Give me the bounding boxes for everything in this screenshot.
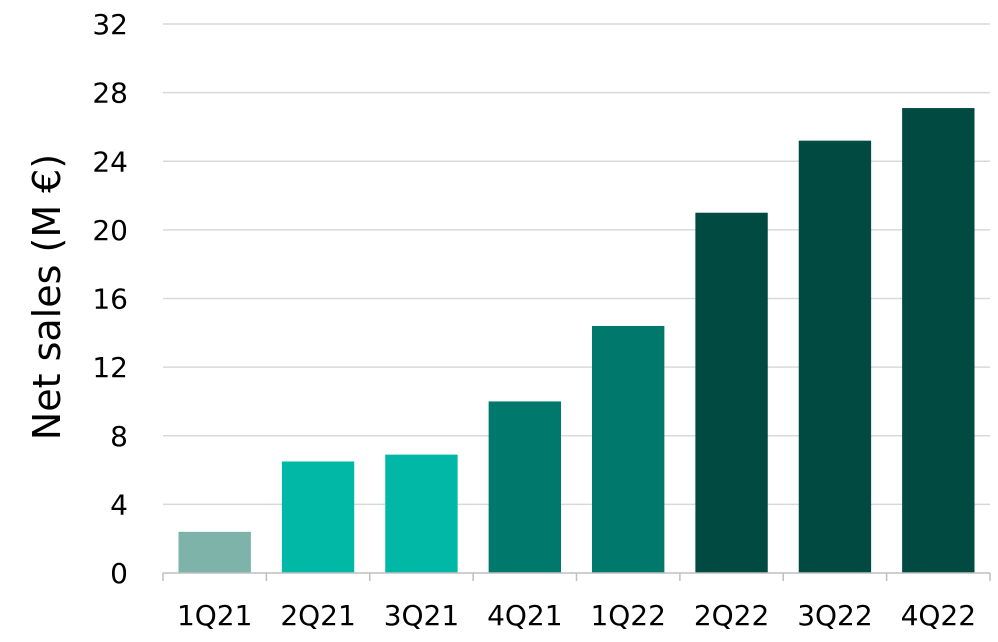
y-tick-label: 28 — [92, 77, 128, 110]
bar-2q22 — [695, 212, 768, 573]
y-axis-title: Net sales (M €) — [25, 154, 69, 440]
bar-3q22 — [798, 140, 872, 573]
y-tick-label: 24 — [92, 145, 128, 178]
y-tick-label: 8 — [110, 420, 128, 453]
bar-1q22 — [592, 325, 665, 573]
x-axis: 1Q21 2Q21 3Q21 4Q21 1Q22 2Q22 3Q22 4Q22 — [162, 572, 991, 632]
bar-4q22 — [902, 108, 975, 574]
x-tick-label: 3Q22 — [797, 599, 872, 632]
bar-4q21 — [488, 401, 561, 573]
y-axis-ticks: 0 4 8 12 16 20 24 28 32 — [92, 8, 128, 590]
bars — [178, 108, 975, 574]
y-tick-label: 32 — [92, 8, 128, 41]
bar-1q21 — [178, 531, 251, 573]
y-tick-label: 0 — [110, 557, 128, 590]
x-tick-label: 2Q22 — [694, 599, 769, 632]
x-tick-label: 4Q22 — [901, 599, 976, 632]
x-tick-label: 3Q21 — [384, 599, 459, 632]
bar-3q21 — [385, 454, 458, 573]
bar-2q21 — [281, 461, 355, 573]
y-tick-label: 20 — [92, 214, 128, 247]
x-tick-label: 4Q21 — [487, 599, 562, 632]
x-tick-label: 2Q21 — [280, 599, 355, 632]
y-tick-label: 4 — [110, 488, 128, 521]
x-tick-label: 1Q22 — [590, 599, 665, 632]
x-tick-label: 1Q21 — [177, 599, 252, 632]
y-tick-label: 16 — [92, 283, 128, 316]
y-tick-label: 12 — [92, 351, 128, 384]
gridlines — [163, 23, 990, 506]
